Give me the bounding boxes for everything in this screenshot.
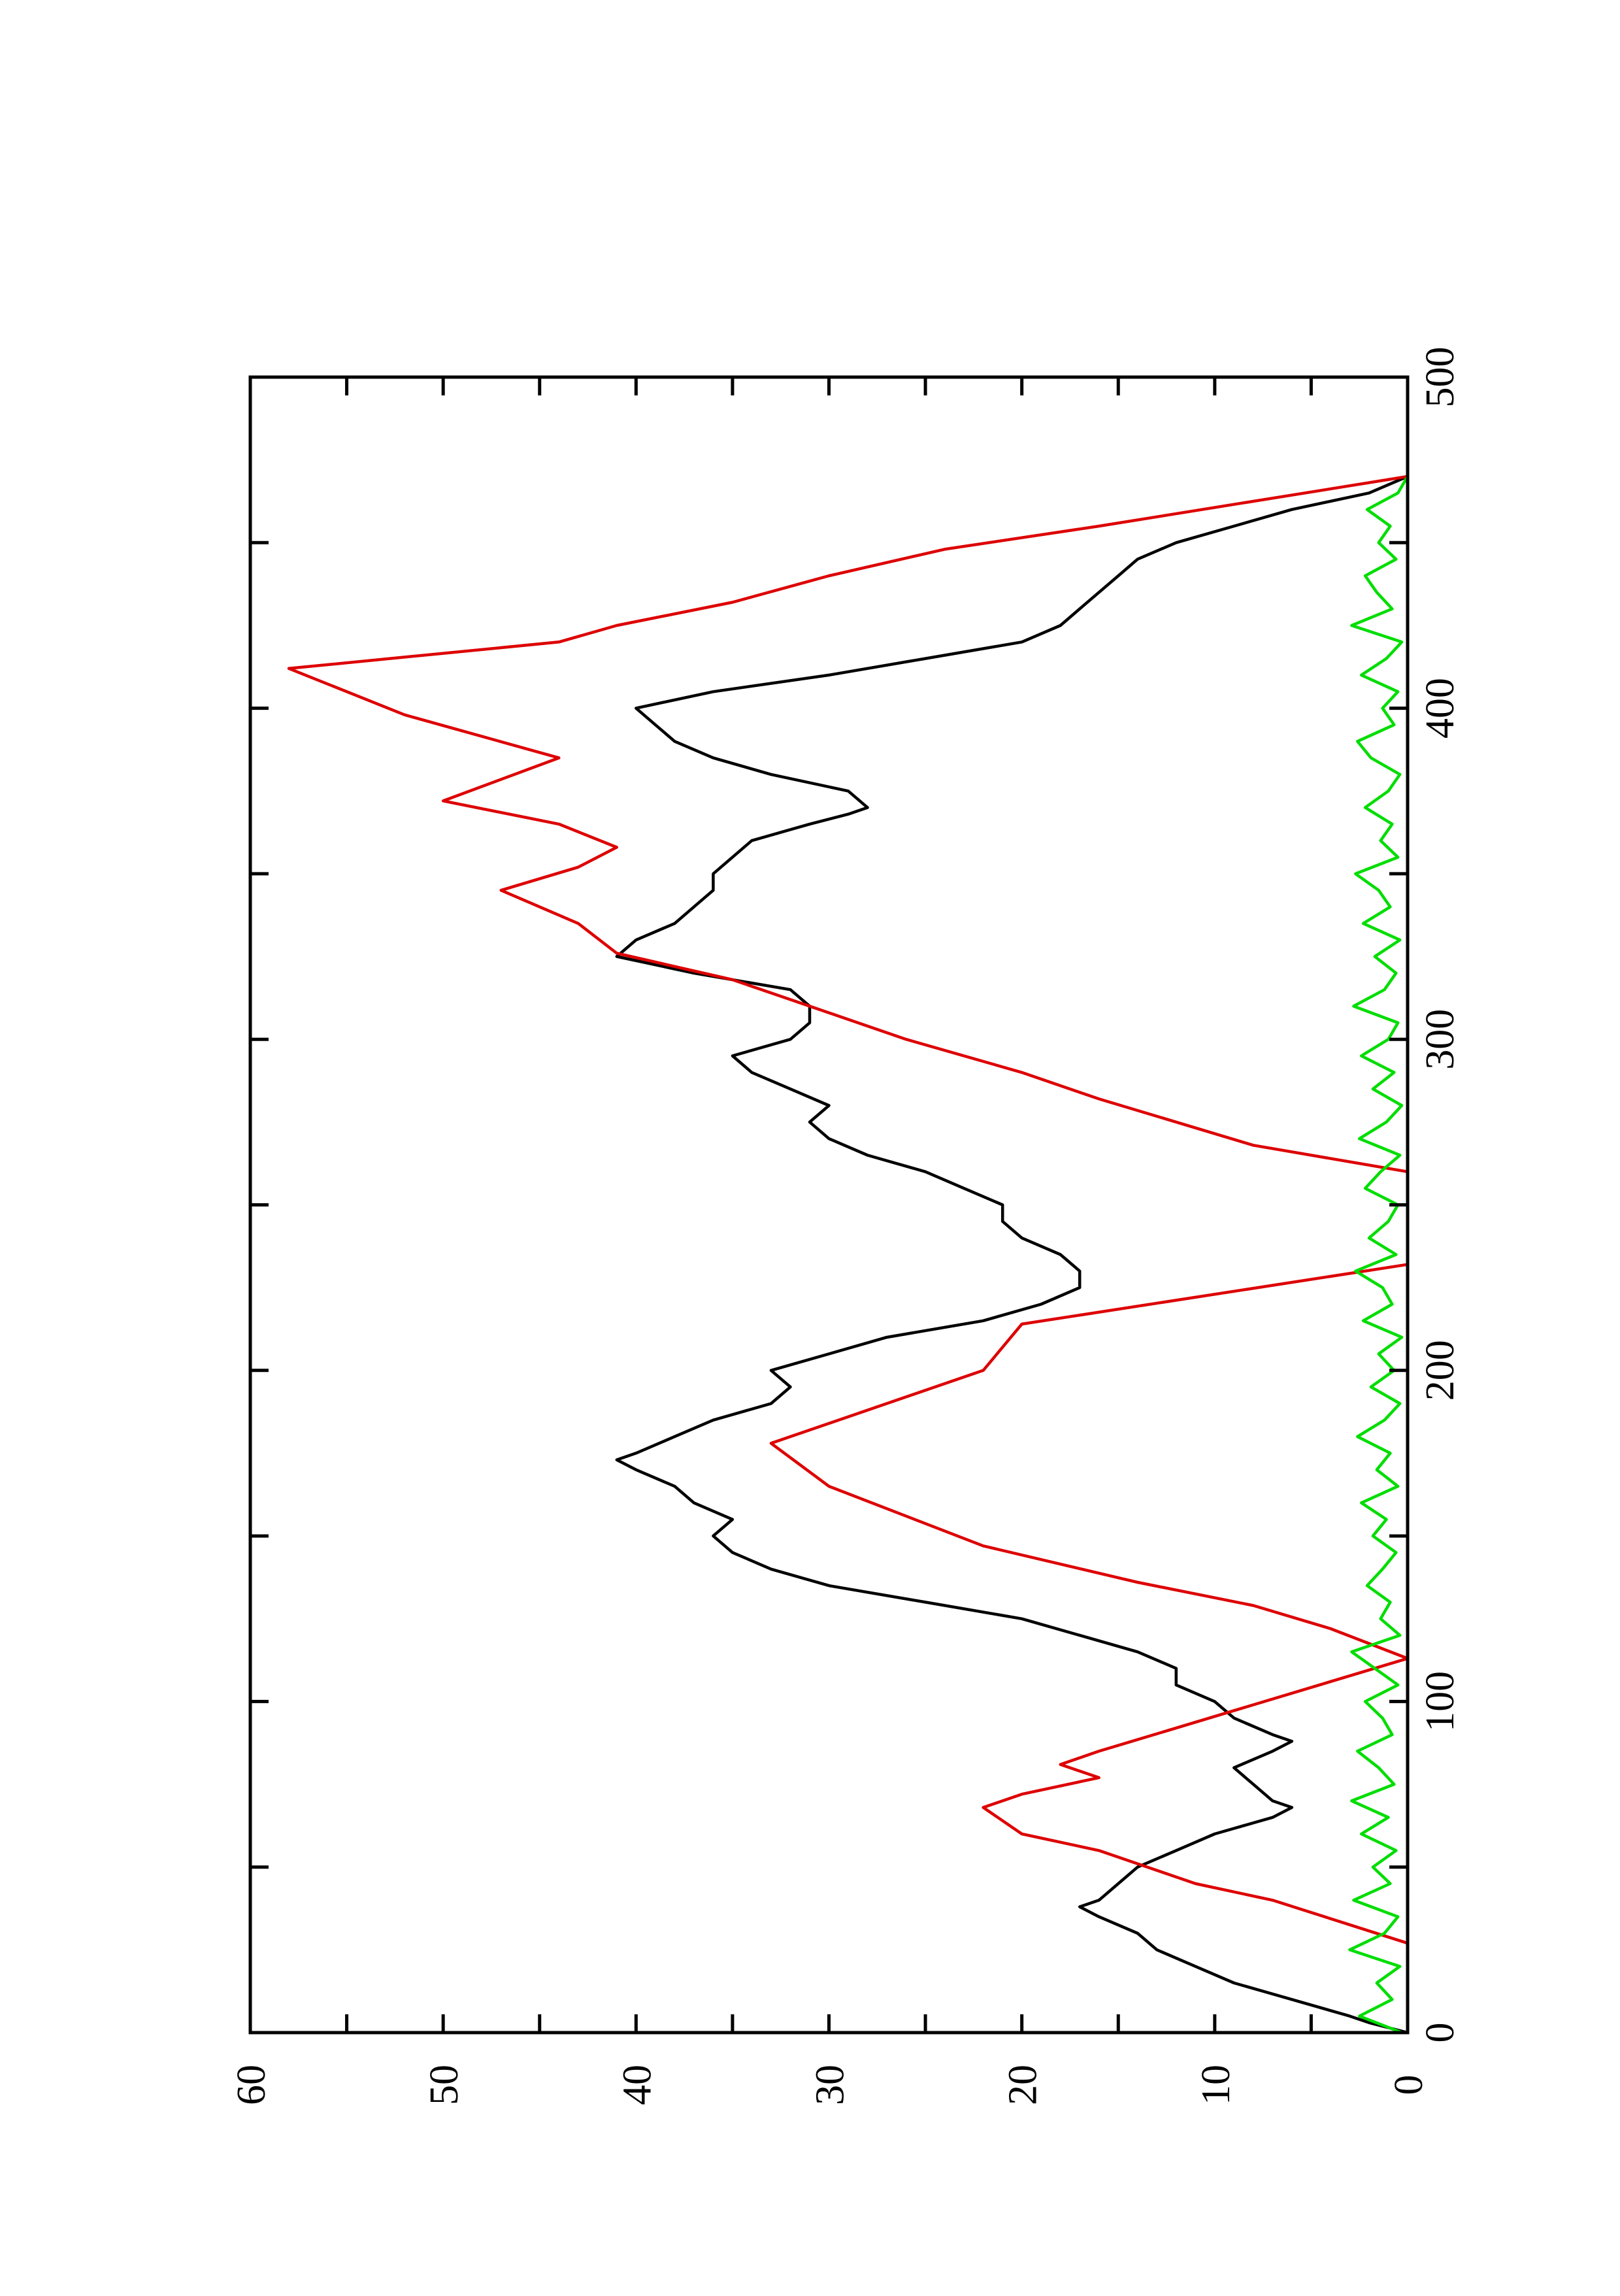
x-tick-label: 0	[1418, 2023, 1463, 2043]
series-line-2	[287, 474, 1410, 2033]
ticks-layer	[248, 375, 1410, 2035]
tick-labels-layer: 0 100 200 300 400 500 0 10 20 30 40 50 60	[229, 347, 1463, 2106]
y-tick-label: 40	[615, 2065, 659, 2105]
y-tick-label: 30	[808, 2065, 853, 2105]
series-line-1	[615, 474, 1408, 2035]
y-tick-label: 20	[1001, 2065, 1046, 2105]
y-tick-label: 50	[422, 2065, 467, 2105]
x-tick-label: 200	[1418, 1340, 1463, 1401]
y-tick-label: 0	[1387, 2075, 1431, 2095]
series-line-3	[1348, 475, 1409, 2035]
y-tick-label: 10	[1194, 2065, 1238, 2105]
x-tick-label: 100	[1418, 1671, 1463, 1732]
series-layer	[287, 474, 1410, 2035]
x-tick-label: 300	[1418, 1009, 1463, 1070]
y-tick-label: 60	[229, 2065, 274, 2105]
x-tick-label: 500	[1418, 347, 1463, 408]
x-tick-label: 400	[1418, 678, 1463, 739]
